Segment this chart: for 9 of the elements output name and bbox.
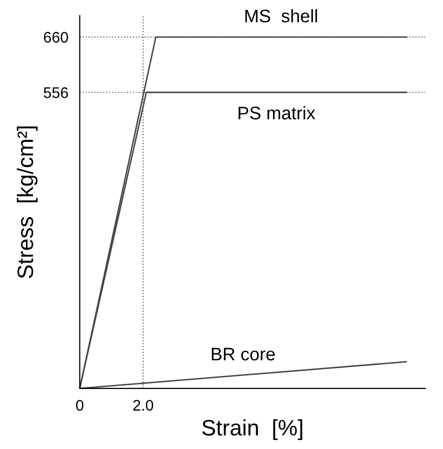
- x-tick-label: 2.0: [133, 400, 154, 411]
- series-label: BR core: [212, 348, 275, 360]
- y-tick-label: 660: [44, 32, 68, 43]
- x-tick-label: 0: [76, 400, 84, 411]
- series-label: MS shell: [245, 9, 317, 22]
- y-axis-title: Stress [kg/cm²]: [16, 126, 38, 278]
- series-label: PS matrix: [238, 106, 316, 120]
- x-axis-title: Strain [%]: [202, 419, 302, 440]
- y-tick-label: 556: [44, 87, 68, 98]
